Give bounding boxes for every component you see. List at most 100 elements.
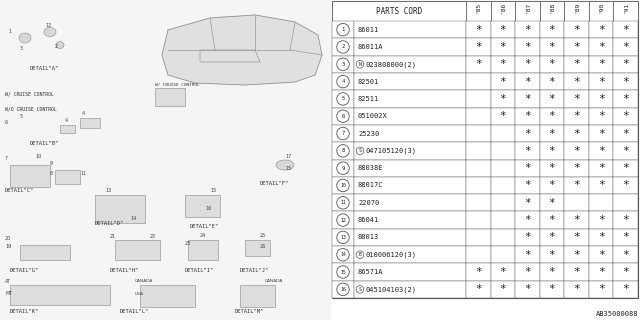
Bar bbox=[515, 229, 540, 246]
Text: 051002X: 051002X bbox=[358, 113, 388, 119]
Text: *: * bbox=[524, 94, 531, 104]
Circle shape bbox=[337, 145, 349, 157]
Text: *: * bbox=[475, 25, 482, 35]
Text: 5: 5 bbox=[341, 96, 344, 101]
Text: PARTS CORD: PARTS CORD bbox=[376, 6, 422, 15]
Bar bbox=[491, 246, 515, 263]
Bar bbox=[491, 108, 515, 125]
Text: *: * bbox=[499, 76, 506, 87]
Ellipse shape bbox=[44, 28, 56, 36]
Text: AT: AT bbox=[5, 279, 11, 284]
Bar bbox=[354, 108, 466, 125]
Text: *: * bbox=[598, 250, 605, 260]
Bar bbox=[332, 177, 354, 194]
Polygon shape bbox=[200, 50, 260, 62]
Text: 88038E: 88038E bbox=[358, 165, 383, 171]
Text: *: * bbox=[598, 59, 605, 69]
Bar bbox=[95, 195, 145, 223]
Text: *: * bbox=[573, 42, 580, 52]
Bar bbox=[491, 21, 515, 38]
Bar bbox=[564, 194, 589, 212]
Text: *: * bbox=[622, 284, 629, 294]
Bar bbox=[466, 159, 491, 177]
Text: *: * bbox=[622, 111, 629, 121]
Text: *: * bbox=[548, 129, 556, 139]
Ellipse shape bbox=[19, 33, 31, 43]
Bar bbox=[466, 108, 491, 125]
Text: 8: 8 bbox=[341, 148, 344, 153]
Bar bbox=[515, 1, 540, 21]
Bar bbox=[491, 38, 515, 56]
Text: *: * bbox=[548, 232, 556, 243]
Text: *: * bbox=[598, 111, 605, 121]
Text: 25: 25 bbox=[260, 233, 266, 238]
Text: 9: 9 bbox=[50, 161, 53, 166]
Text: 86041: 86041 bbox=[358, 217, 380, 223]
Text: *: * bbox=[573, 111, 580, 121]
Text: *: * bbox=[598, 76, 605, 87]
Circle shape bbox=[337, 162, 349, 174]
Bar bbox=[155, 88, 185, 106]
Text: 82511: 82511 bbox=[358, 96, 380, 102]
Bar bbox=[491, 1, 515, 21]
Circle shape bbox=[337, 23, 349, 36]
Bar bbox=[564, 142, 589, 159]
Text: 010006120(3): 010006120(3) bbox=[366, 252, 417, 258]
Text: *: * bbox=[598, 42, 605, 52]
Text: 13: 13 bbox=[105, 188, 111, 193]
Bar bbox=[540, 263, 564, 281]
Bar bbox=[564, 125, 589, 142]
Bar bbox=[354, 21, 466, 38]
Bar bbox=[540, 159, 564, 177]
Bar bbox=[55, 170, 80, 184]
Bar bbox=[589, 194, 613, 212]
Text: 10: 10 bbox=[35, 154, 41, 159]
Bar bbox=[515, 38, 540, 56]
Text: *: * bbox=[573, 129, 580, 139]
Bar bbox=[589, 1, 613, 21]
Bar bbox=[466, 125, 491, 142]
Bar bbox=[354, 246, 466, 263]
Bar bbox=[466, 56, 491, 73]
Text: DETAIL"G": DETAIL"G" bbox=[10, 268, 39, 273]
Bar bbox=[466, 281, 491, 298]
Bar bbox=[589, 73, 613, 90]
Text: 045104103(2): 045104103(2) bbox=[366, 286, 417, 292]
Bar bbox=[515, 90, 540, 108]
Text: *: * bbox=[524, 267, 531, 277]
Bar bbox=[515, 125, 540, 142]
Text: DETAIL"E": DETAIL"E" bbox=[190, 224, 220, 229]
Bar bbox=[354, 281, 466, 298]
Bar bbox=[540, 21, 564, 38]
Text: 16: 16 bbox=[205, 206, 211, 211]
Bar bbox=[80, 118, 100, 128]
Text: B: B bbox=[358, 252, 362, 257]
Bar bbox=[491, 56, 515, 73]
Bar bbox=[466, 73, 491, 90]
Bar bbox=[491, 212, 515, 229]
Bar bbox=[589, 38, 613, 56]
Text: *: * bbox=[598, 94, 605, 104]
Circle shape bbox=[337, 249, 349, 261]
Text: *: * bbox=[622, 146, 629, 156]
Bar bbox=[540, 108, 564, 125]
Text: N: N bbox=[358, 62, 362, 67]
Text: *: * bbox=[548, 163, 556, 173]
Bar bbox=[491, 177, 515, 194]
Bar bbox=[354, 263, 466, 281]
Bar bbox=[613, 1, 638, 21]
Text: 14: 14 bbox=[130, 216, 136, 221]
Bar bbox=[491, 194, 515, 212]
Bar bbox=[564, 73, 589, 90]
Text: 4: 4 bbox=[341, 79, 344, 84]
Text: *: * bbox=[524, 42, 531, 52]
Bar bbox=[613, 90, 638, 108]
Text: DETAIL"I": DETAIL"I" bbox=[185, 268, 214, 273]
Bar bbox=[188, 240, 218, 260]
Text: '89: '89 bbox=[574, 2, 579, 13]
Text: *: * bbox=[499, 267, 506, 277]
Text: '86: '86 bbox=[500, 2, 506, 13]
Bar bbox=[332, 142, 354, 159]
Text: 8: 8 bbox=[50, 171, 53, 176]
Text: '88: '88 bbox=[550, 2, 554, 13]
